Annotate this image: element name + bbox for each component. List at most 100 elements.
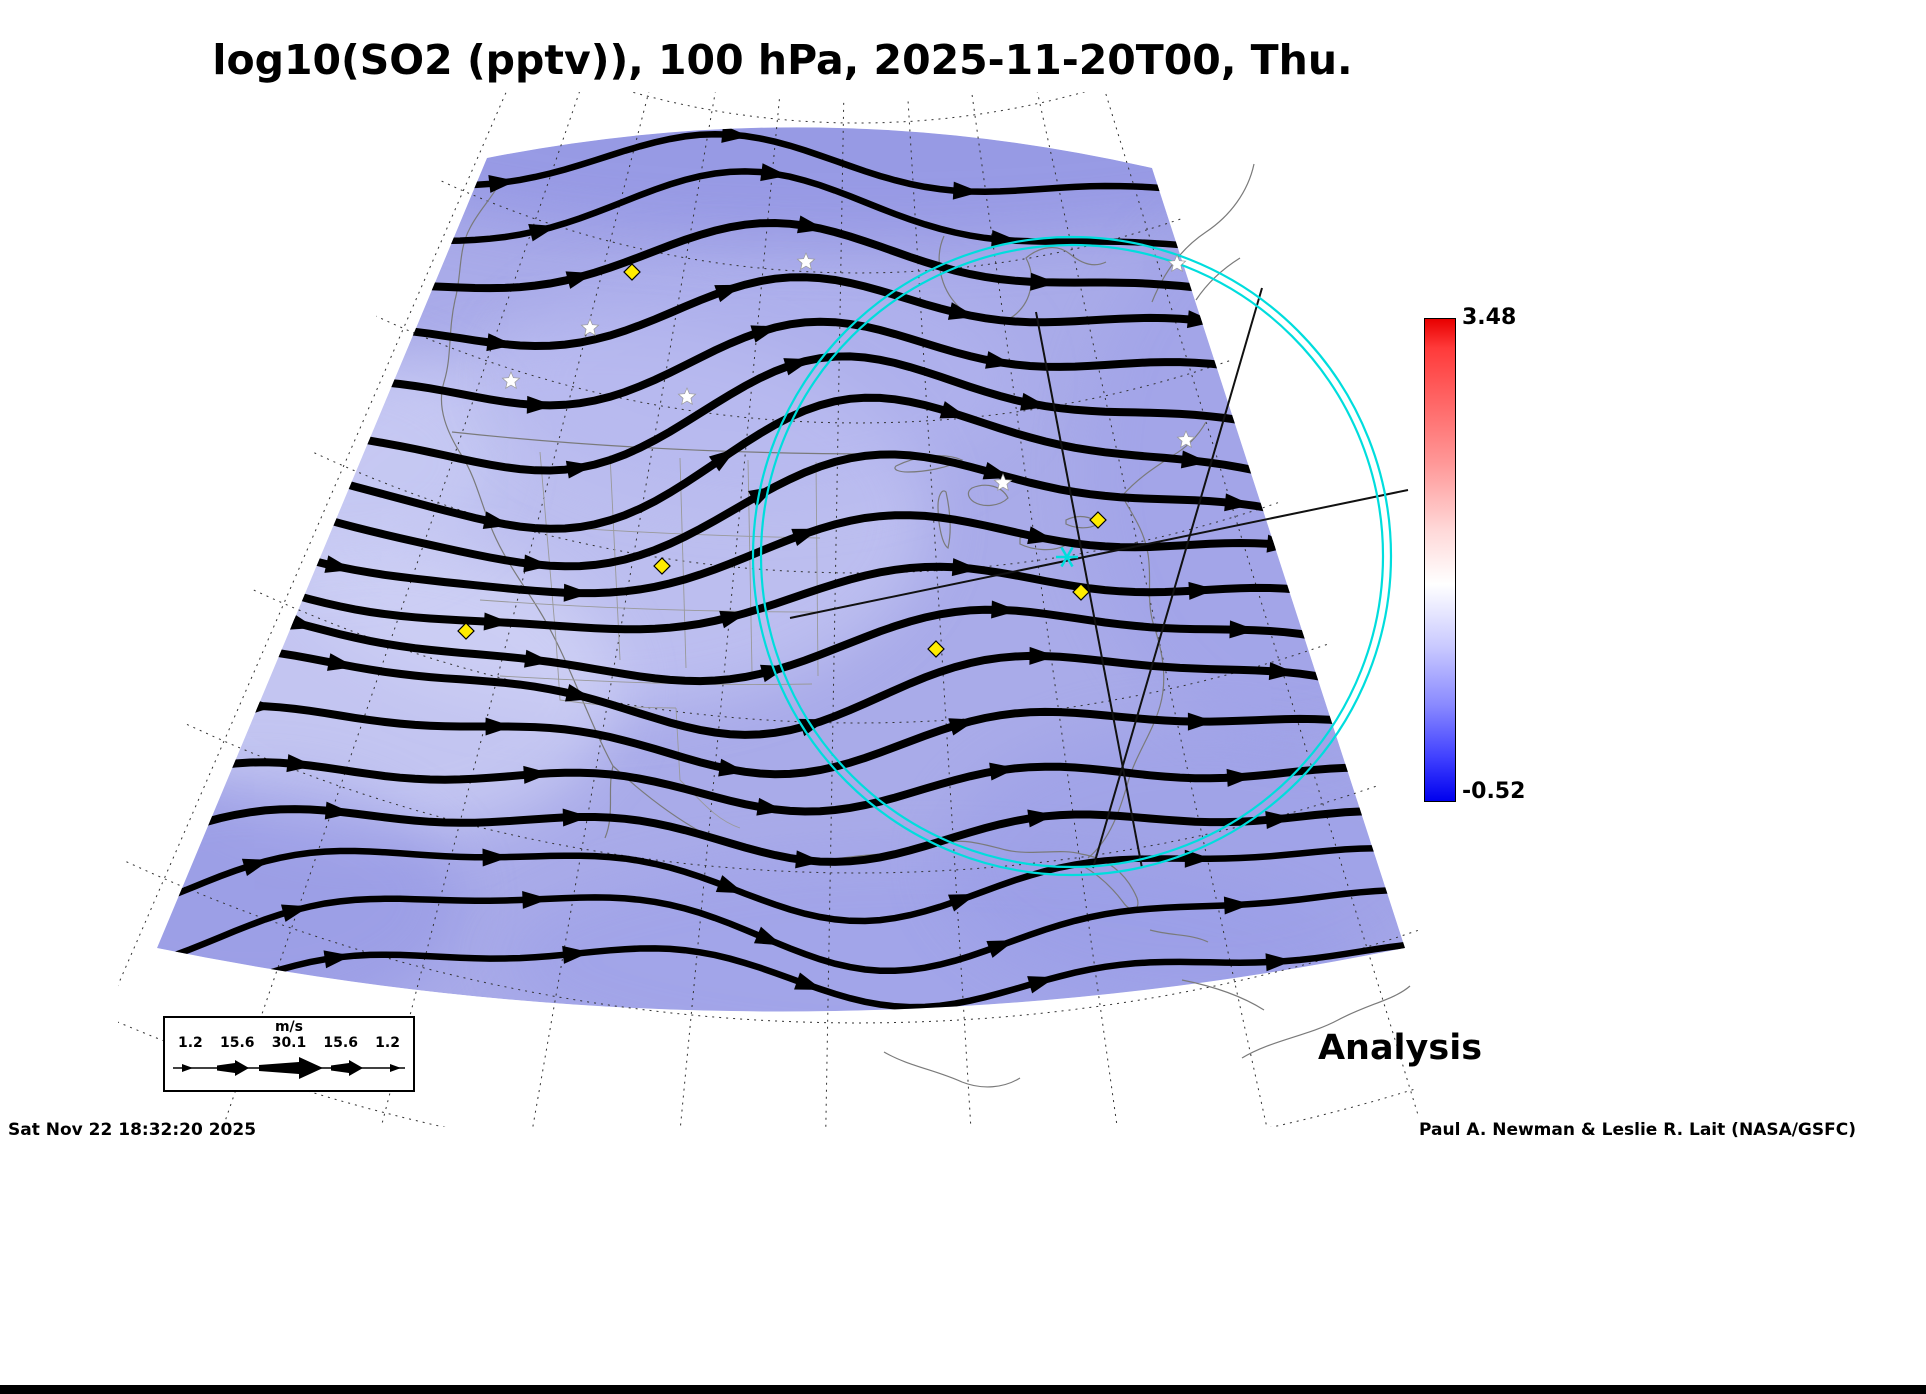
state-border [675,707,741,829]
graticule-meridian [907,101,972,1127]
flow-arrowhead [325,424,354,443]
plot-title: log10(SO2 (pptv)), 100 hPa, 2025-11-20T0… [212,36,1353,84]
flow-arrowhead [522,890,550,909]
wind-arrowhead-small [182,1064,193,1072]
coastline [1181,979,1265,1011]
flow-arrowhead [241,858,271,877]
yellow-diamond-marker [653,557,671,575]
wind-legend-value: 15.6 [323,1035,358,1051]
flow-arrowhead [1265,953,1293,972]
graticule-meridian [825,102,845,1127]
coastline [451,431,885,455]
cross-section-line [789,489,1409,619]
coastline [454,185,499,301]
graticule-meridian [679,99,780,1127]
star-marker [501,371,521,390]
wind-legend-value: 15.6 [219,1035,255,1051]
flow-arrowhead [247,573,276,592]
flow-arrowhead [791,528,820,546]
coastline [1087,495,1165,859]
flow-arrowhead [986,940,1015,958]
cross-section-line [1035,311,1143,869]
flow-arrowhead [748,486,777,507]
graticule-meridian [1036,92,1268,1127]
flow-arrowhead [328,277,356,296]
star-marker [580,318,600,337]
flow-arrowhead [794,972,823,990]
wind-arrowhead-medium [331,1060,363,1076]
flow-arrowhead [1268,662,1297,681]
flow-arrowhead [528,223,557,242]
flow-arrowhead [486,333,515,352]
flow-arrowhead [1030,272,1058,291]
flow-arrowhead [715,875,745,894]
flow-arrowhead [289,237,318,256]
flow-arrowhead [756,797,785,816]
flow-arrowhead [947,302,977,320]
flow-arrowhead [939,401,969,419]
flow-arrowhead [1180,450,1209,469]
flow-arrowhead [280,904,310,922]
state-border [539,451,557,641]
star-marker [796,252,816,271]
flow-arrowhead [1226,768,1255,787]
wind-legend-unit: m/s [274,1019,304,1035]
flow-arrowhead [482,848,510,867]
yellow-diamond-marker [1072,583,1090,601]
coastline [1241,985,1411,1059]
colorbar-min-label: -0.52 [1462,779,1526,804]
flow-arrowhead [721,127,750,143]
streamline [157,450,1405,571]
flow-arrowhead [1186,310,1215,329]
flow-arrowhead [1027,526,1056,545]
coastline [1195,257,1241,301]
flow-arrowhead [488,175,517,193]
wind-legend-value: 1.2 [178,1035,203,1051]
flow-arrowhead [565,460,594,479]
graticule-parallel [630,92,1086,124]
flow-arrowhead [526,395,554,414]
flow-arrowhead [327,653,356,671]
streamline [157,562,1405,634]
flow-arrowhead [286,754,315,773]
flow-arrowhead [245,443,274,462]
flow-arrowhead [523,765,551,784]
graticule-meridian [380,92,650,1127]
yellow-diamond-marker [457,622,475,640]
flow-arrowhead [783,358,812,376]
flow-arrowhead [1020,392,1049,411]
flow-arrowhead [288,369,316,388]
flow-arrowhead [524,649,552,668]
flow-arrowhead [760,163,789,182]
star-marker [1176,430,1196,449]
star-marker [1167,254,1187,273]
coastline [938,235,1107,323]
coastline [612,765,1082,862]
cross-section-lines [789,287,1409,869]
colorbar-gradient [1424,318,1456,802]
yellow-diamond-marker [1089,511,1107,529]
flow-arrowhead [1027,809,1056,828]
flow-arrowhead [1261,415,1291,434]
flow-arrowhead [1223,896,1252,915]
flow-arrowhead [565,271,594,289]
flow-arrowhead [1191,181,1219,200]
flow-arrowhead [1269,285,1297,304]
streamline [157,886,1405,975]
flow-arrowhead [797,215,826,234]
flow-arrowhead [323,950,352,969]
wind-speed-legend: m/s 1.2 15.6 30.1 15.6 1.2 [163,1016,415,1092]
flow-arrowhead [714,284,743,303]
state-border [747,459,753,673]
flow-arrowhead [708,448,737,472]
graticule-meridian [222,92,580,1127]
flow-arrowhead [985,351,1014,369]
flow-arrowhead [948,894,977,912]
flow-arrowhead [991,600,1019,619]
wind-legend-value: 1.2 [375,1035,400,1051]
flow-arrowhead [753,926,783,946]
colorbar-max-label: 3.48 [1462,305,1517,330]
range-circle [751,235,1393,877]
